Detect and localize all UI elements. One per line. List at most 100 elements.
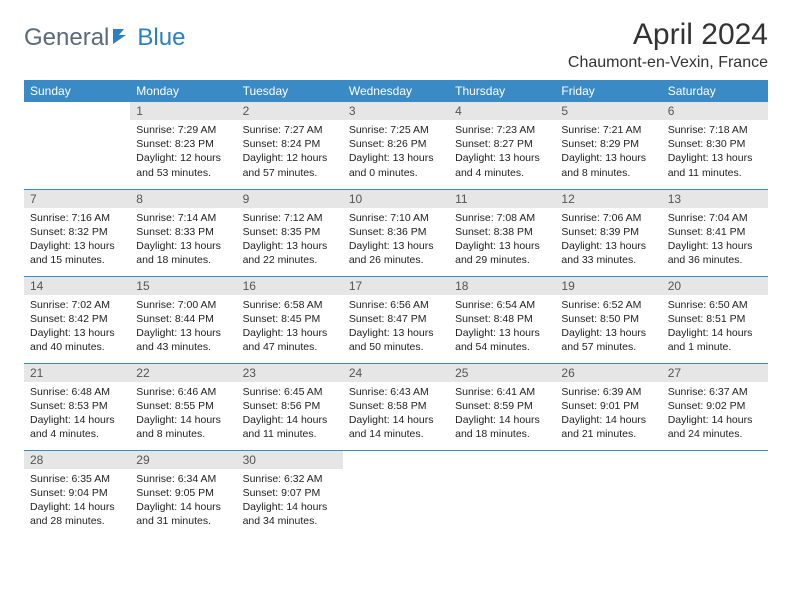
sunrise-value: 6:48 AM [71,386,110,398]
sunrise-value: 7:25 AM [390,124,429,136]
logo: General Blue [24,18,185,52]
day-details: Sunrise: 7:29 AMSunset: 8:23 PMDaylight:… [130,120,236,184]
calendar-table: SundayMondayTuesdayWednesdayThursdayFrid… [24,80,768,537]
calendar-day-cell: 28Sunrise: 6:35 AMSunset: 9:04 PMDayligh… [24,450,130,537]
calendar-day-cell [662,450,768,537]
daylight-value: 14 hours and 14 minutes. [349,414,434,440]
sunset-value: 8:24 PM [281,138,320,150]
sunrise-value: 6:54 AM [497,299,536,311]
calendar-day-cell [24,102,130,189]
calendar-day-cell: 24Sunrise: 6:43 AMSunset: 8:58 PMDayligh… [343,363,449,450]
logo-flag-icon [112,27,134,50]
weekday-header: Friday [555,80,661,102]
daylight-value: 13 hours and 40 minutes. [30,327,115,353]
day-number: 27 [662,364,768,382]
calendar-day-cell: 3Sunrise: 7:25 AMSunset: 8:26 PMDaylight… [343,102,449,189]
calendar-day-cell: 21Sunrise: 6:48 AMSunset: 8:53 PMDayligh… [24,363,130,450]
daylight-value: 13 hours and 0 minutes. [349,152,434,178]
weekday-header: Saturday [662,80,768,102]
daylight-value: 13 hours and 57 minutes. [561,327,646,353]
weekday-header: Wednesday [343,80,449,102]
sunset-value: 9:01 PM [600,400,639,412]
calendar-day-cell: 15Sunrise: 7:00 AMSunset: 8:44 PMDayligh… [130,276,236,363]
sunrise-value: 7:21 AM [603,124,642,136]
calendar-week-row: 21Sunrise: 6:48 AMSunset: 8:53 PMDayligh… [24,363,768,450]
day-number: 15 [130,277,236,295]
sunset-value: 8:59 PM [494,400,533,412]
day-number: 19 [555,277,661,295]
weekday-header: Sunday [24,80,130,102]
weekday-header: Monday [130,80,236,102]
sunrise-value: 7:27 AM [284,124,323,136]
day-details: Sunrise: 6:43 AMSunset: 8:58 PMDaylight:… [343,382,449,446]
day-number: 22 [130,364,236,382]
day-details: Sunrise: 7:10 AMSunset: 8:36 PMDaylight:… [343,208,449,272]
daylight-value: 13 hours and 8 minutes. [561,152,646,178]
sunset-value: 8:53 PM [69,400,108,412]
day-number: 7 [24,190,130,208]
day-number: 26 [555,364,661,382]
daylight-value: 13 hours and 15 minutes. [30,240,115,266]
day-details: Sunrise: 7:00 AMSunset: 8:44 PMDaylight:… [130,295,236,359]
calendar-day-cell: 9Sunrise: 7:12 AMSunset: 8:35 PMDaylight… [237,189,343,276]
calendar-day-cell: 8Sunrise: 7:14 AMSunset: 8:33 PMDaylight… [130,189,236,276]
sunset-value: 8:55 PM [175,400,214,412]
calendar-day-cell: 29Sunrise: 6:34 AMSunset: 9:05 PMDayligh… [130,450,236,537]
daylight-value: 14 hours and 11 minutes. [243,414,328,440]
day-details: Sunrise: 7:16 AMSunset: 8:32 PMDaylight:… [24,208,130,272]
day-number: 20 [662,277,768,295]
location-subtitle: Chaumont-en-Vexin, France [568,54,768,72]
calendar-day-cell: 30Sunrise: 6:32 AMSunset: 9:07 PMDayligh… [237,450,343,537]
sunset-value: 8:36 PM [387,226,426,238]
sunrise-value: 6:34 AM [178,473,217,485]
calendar-day-cell: 2Sunrise: 7:27 AMSunset: 8:24 PMDaylight… [237,102,343,189]
sunset-value: 8:58 PM [387,400,426,412]
day-details: Sunrise: 7:14 AMSunset: 8:33 PMDaylight:… [130,208,236,272]
sunrise-value: 6:50 AM [709,299,748,311]
daylight-value: 13 hours and 36 minutes. [668,240,753,266]
sunset-value: 8:29 PM [600,138,639,150]
day-number: 11 [449,190,555,208]
sunrise-value: 6:41 AM [497,386,536,398]
sunset-value: 8:45 PM [281,313,320,325]
weekday-header: Tuesday [237,80,343,102]
daylight-value: 12 hours and 53 minutes. [136,152,221,178]
day-details: Sunrise: 6:46 AMSunset: 8:55 PMDaylight:… [130,382,236,446]
day-details: Sunrise: 6:39 AMSunset: 9:01 PMDaylight:… [555,382,661,446]
day-details: Sunrise: 7:04 AMSunset: 8:41 PMDaylight:… [662,208,768,272]
day-number: 5 [555,102,661,120]
sunrise-value: 7:00 AM [178,299,217,311]
day-number: 30 [237,451,343,469]
header: General Blue April 2024 Chaumont-en-Vexi… [24,18,768,72]
daylight-value: 14 hours and 24 minutes. [668,414,753,440]
day-number: 8 [130,190,236,208]
sunrise-value: 7:04 AM [709,212,748,224]
calendar-body: 1Sunrise: 7:29 AMSunset: 8:23 PMDaylight… [24,102,768,537]
daylight-value: 13 hours and 18 minutes. [136,240,221,266]
day-number: 13 [662,190,768,208]
sunset-value: 8:48 PM [494,313,533,325]
daylight-value: 13 hours and 26 minutes. [349,240,434,266]
day-details: Sunrise: 7:02 AMSunset: 8:42 PMDaylight:… [24,295,130,359]
calendar-day-cell: 19Sunrise: 6:52 AMSunset: 8:50 PMDayligh… [555,276,661,363]
day-details: Sunrise: 6:35 AMSunset: 9:04 PMDaylight:… [24,469,130,533]
calendar-day-cell: 16Sunrise: 6:58 AMSunset: 8:45 PMDayligh… [237,276,343,363]
sunset-value: 8:23 PM [175,138,214,150]
sunrise-value: 6:58 AM [284,299,323,311]
calendar-day-cell: 17Sunrise: 6:56 AMSunset: 8:47 PMDayligh… [343,276,449,363]
calendar-day-cell: 23Sunrise: 6:45 AMSunset: 8:56 PMDayligh… [237,363,343,450]
sunset-value: 8:33 PM [175,226,214,238]
logo-text-blue: Blue [137,24,185,52]
sunset-value: 8:47 PM [387,313,426,325]
daylight-value: 14 hours and 28 minutes. [30,501,115,527]
day-details: Sunrise: 7:25 AMSunset: 8:26 PMDaylight:… [343,120,449,184]
day-number: 18 [449,277,555,295]
sunrise-value: 7:06 AM [603,212,642,224]
calendar-day-cell [449,450,555,537]
sunset-value: 8:56 PM [281,400,320,412]
day-details: Sunrise: 6:45 AMSunset: 8:56 PMDaylight:… [237,382,343,446]
day-number: 17 [343,277,449,295]
day-number: 12 [555,190,661,208]
day-number: 14 [24,277,130,295]
calendar-day-cell [343,450,449,537]
